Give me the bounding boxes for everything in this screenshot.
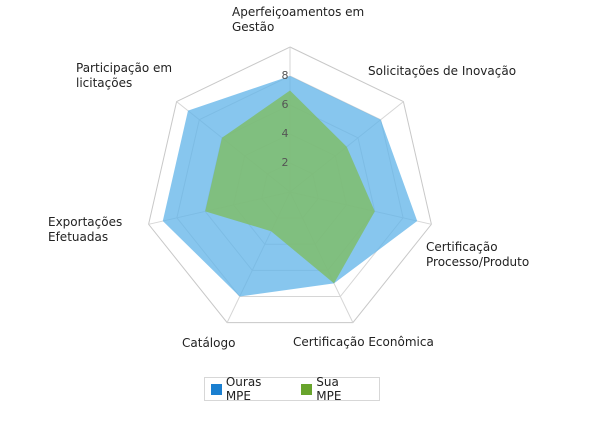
tick-label-4: 4	[282, 127, 289, 140]
axis-label-7: Participação em licitações	[76, 61, 172, 90]
legend-swatch-ouras-mpe	[211, 383, 222, 395]
legend-item-sua-mpe[interactable]: Sua MPE	[301, 375, 367, 403]
tick-label-8: 8	[282, 69, 289, 82]
legend-label-sua-mpe: Sua MPE	[316, 375, 342, 403]
axis-label-4: Certificação Econômica	[293, 335, 434, 349]
axis-labels: Aperfeiçoamentos em Gestão Solicitações de…	[48, 5, 529, 350]
axis-label-2: Solicitações de Inovação	[368, 64, 516, 78]
radar-series	[162, 76, 418, 297]
grid-ring-10	[148, 46, 432, 324]
legend-item-ouras-mpe[interactable]: Ouras MPE	[211, 375, 289, 403]
tick-label-6: 6	[282, 98, 289, 111]
axis-label-5: Catálogo	[182, 336, 235, 350]
axis-label-6: Exportações Efetuadas	[48, 215, 122, 244]
axis-label-1: Aperfeiçoamentos em Gestão	[232, 5, 364, 34]
legend-label-ouras-mpe: Ouras MPE	[225, 375, 262, 403]
radial-tick-labels: 2 4 6 8	[282, 69, 289, 169]
legend-swatch-sua-mpe	[301, 383, 313, 395]
series-area-sua-mpe	[205, 90, 375, 284]
legend: Ouras MPE Sua MPE	[204, 375, 380, 403]
axis-label-3: Certificação Processo/Produto	[426, 240, 529, 269]
tick-label-2: 2	[282, 156, 289, 169]
